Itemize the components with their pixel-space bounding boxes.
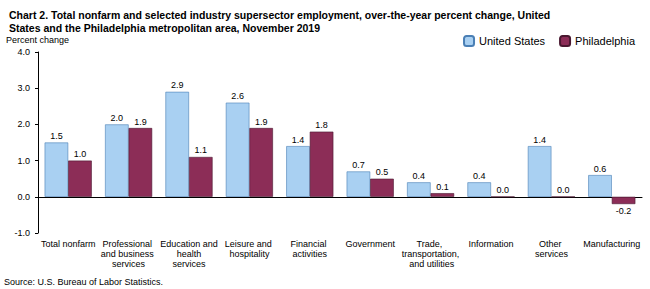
svg-text:2.6: 2.6 — [231, 91, 244, 101]
svg-text:1.0: 1.0 — [17, 156, 30, 166]
svg-text:2.9: 2.9 — [171, 80, 184, 90]
svg-text:Other: Other — [539, 239, 564, 249]
svg-text:Source: U.S. Bureau of Labor S: Source: U.S. Bureau of Labor Statistics. — [4, 277, 163, 287]
svg-text:1.4: 1.4 — [533, 135, 546, 145]
svg-text:1.9: 1.9 — [134, 117, 147, 127]
svg-text:Government: Government — [345, 239, 395, 249]
svg-text:-0.2: -0.2 — [616, 206, 632, 216]
svg-text:0.5: 0.5 — [376, 167, 389, 177]
svg-text:Education and: Education and — [160, 239, 218, 249]
svg-text:transportation,: transportation, — [402, 249, 460, 259]
svg-text:0.0: 0.0 — [17, 192, 30, 202]
svg-text:Philadelphia: Philadelphia — [575, 35, 636, 47]
svg-text:Total nonfarm: Total nonfarm — [41, 239, 96, 249]
svg-text:Percent change: Percent change — [6, 35, 69, 45]
svg-text:services: services — [172, 259, 206, 269]
svg-text:2.0: 2.0 — [111, 113, 124, 123]
svg-text:0.7: 0.7 — [352, 160, 365, 170]
svg-text:0.1: 0.1 — [436, 182, 449, 192]
svg-text:Trade,: Trade, — [417, 239, 445, 249]
svg-text:1.5: 1.5 — [50, 131, 63, 141]
svg-text:Chart 2. Total nonfarm and sel: Chart 2. Total nonfarm and selected indu… — [9, 9, 553, 21]
svg-text:Manufacturing: Manufacturing — [583, 239, 640, 249]
svg-text:0.0: 0.0 — [557, 185, 570, 195]
svg-text:1.1: 1.1 — [195, 145, 208, 155]
svg-text:services: services — [535, 249, 569, 259]
svg-text:States and the Philadelphia me: States and the Philadelphia metropolitan… — [9, 22, 320, 34]
svg-text:1.0: 1.0 — [74, 149, 87, 159]
svg-text:4.0: 4.0 — [17, 47, 30, 57]
svg-text:health: health — [174, 249, 204, 259]
svg-text:0.0: 0.0 — [497, 185, 510, 195]
svg-text:Financial: Financial — [291, 239, 330, 249]
svg-text:0.4: 0.4 — [413, 171, 426, 181]
svg-text:hospitality: hospitality — [229, 249, 270, 259]
svg-text:-1.0: -1.0 — [14, 228, 30, 238]
svg-text:Professional: Professional — [103, 239, 155, 249]
svg-text:0.4: 0.4 — [473, 171, 486, 181]
svg-text:3.0: 3.0 — [17, 83, 30, 93]
svg-text:0.6: 0.6 — [594, 164, 607, 174]
svg-text:activities: activities — [293, 249, 328, 259]
svg-text:1.4: 1.4 — [292, 135, 305, 145]
svg-text:services: services — [112, 259, 146, 269]
svg-text:2.0: 2.0 — [17, 119, 30, 129]
svg-text:United States: United States — [479, 35, 546, 47]
svg-text:and business: and business — [101, 249, 157, 259]
svg-text:and utilities: and utilities — [407, 259, 455, 269]
svg-text:Information: Information — [468, 239, 513, 249]
svg-text:1.8: 1.8 — [315, 120, 328, 130]
svg-text:Leisure and: Leisure and — [225, 239, 275, 249]
svg-text:1.9: 1.9 — [255, 117, 268, 127]
